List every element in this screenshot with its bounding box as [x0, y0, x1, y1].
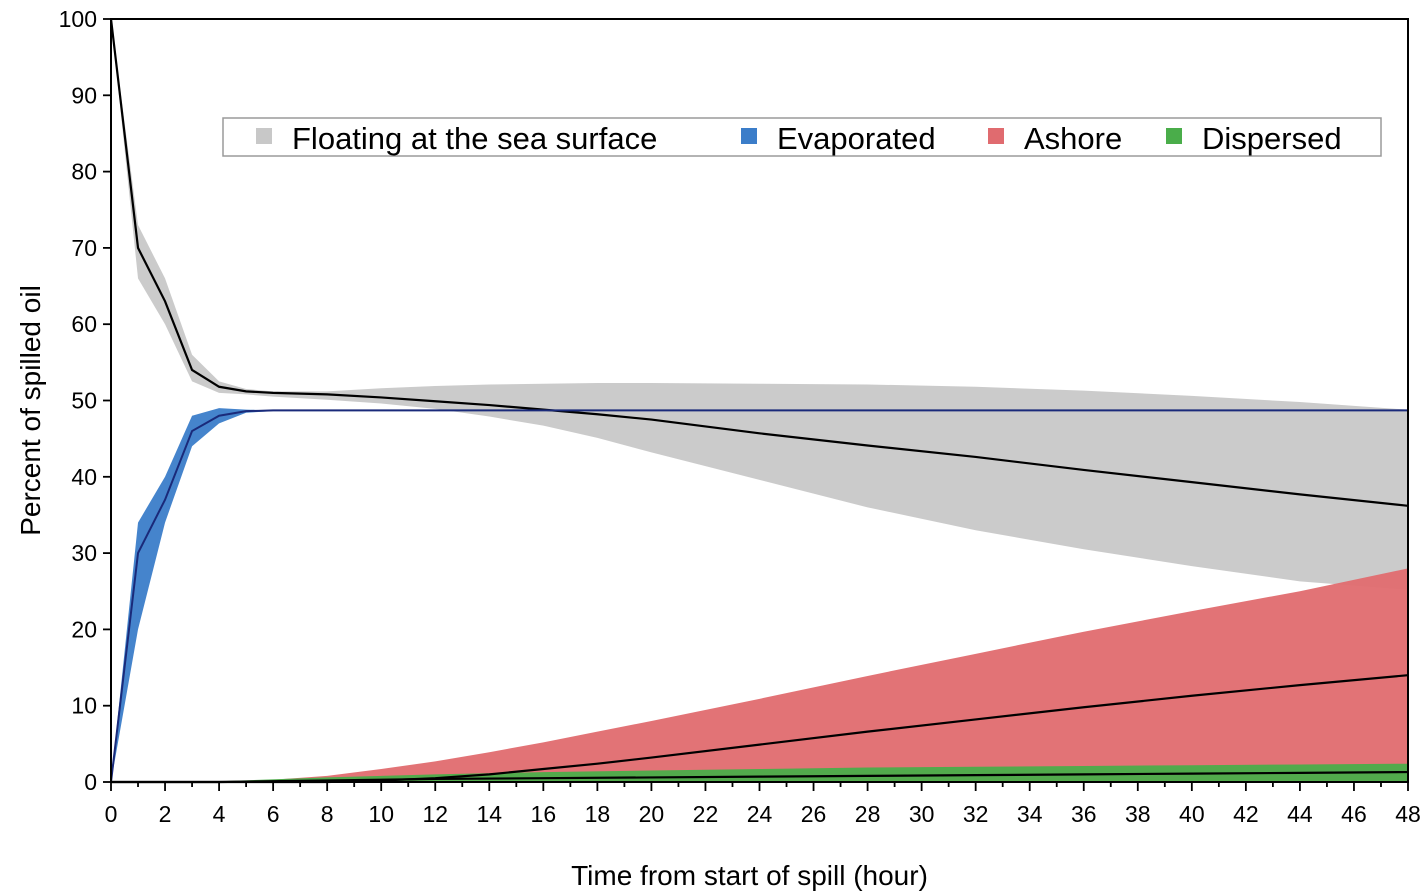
x-tick-label: 36 — [1071, 801, 1097, 827]
x-tick-label: 46 — [1341, 801, 1367, 827]
band-ashore — [111, 568, 1408, 782]
x-tick-label: 28 — [855, 801, 881, 827]
x-tick-label: 20 — [639, 801, 665, 827]
x-tick-label: 30 — [909, 801, 935, 827]
legend-label-floating-at-the-sea-surface: Floating at the sea surface — [292, 121, 657, 156]
y-axis-title: Percent of spilled oil — [15, 285, 46, 536]
legend-label-ashore: Ashore — [1024, 121, 1122, 156]
x-tick-label: 6 — [267, 801, 280, 827]
x-tick-label: 12 — [422, 801, 448, 827]
y-tick-label: 30 — [71, 540, 97, 566]
y-tick-label: 90 — [71, 82, 97, 108]
x-axis-ticks: 0 2 4 6 8 10 12 14 16 18 20 22 24 26 28 30 32 34 36 38 40 42 4… — [105, 782, 1421, 827]
y-tick-label: 80 — [71, 159, 97, 185]
x-tick-label: 26 — [801, 801, 827, 827]
y-tick-label: 0 — [84, 769, 97, 795]
legend: Floating at the sea surface Evaporated Ash… — [222, 117, 1382, 157]
band-floating-at-the-sea-surface — [111, 19, 1408, 590]
x-tick-label: 38 — [1125, 801, 1151, 827]
x-tick-label: 10 — [368, 801, 394, 827]
x-tick-label: 44 — [1287, 801, 1313, 827]
legend-label-evaporated: Evaporated — [777, 121, 936, 156]
x-tick-label: 22 — [693, 801, 719, 827]
x-tick-label: 48 — [1395, 801, 1421, 827]
x-tick-label: 14 — [476, 801, 502, 827]
x-tick-label: 34 — [1017, 801, 1043, 827]
x-tick-label: 32 — [963, 801, 989, 827]
x-tick-label: 0 — [105, 801, 118, 827]
line-evaporated — [110, 409, 1408, 783]
x-tick-label: 16 — [531, 801, 557, 827]
x-tick-label: 42 — [1233, 801, 1259, 827]
x-tick-label: 2 — [159, 801, 172, 827]
x-tick-label: 24 — [747, 801, 773, 827]
x-axis-title: Time from start of spill (hour) — [571, 860, 928, 891]
legend-swatch-dispersed — [1166, 128, 1182, 144]
x-tick-label: 18 — [585, 801, 611, 827]
x-tick-label: 4 — [213, 801, 226, 827]
legend-swatch-floating-at-the-sea-surface — [256, 128, 272, 144]
y-tick-label: 50 — [71, 388, 97, 414]
y-tick-label: 10 — [71, 693, 97, 719]
x-tick-label: 8 — [321, 801, 334, 827]
y-tick-label: 40 — [71, 464, 97, 490]
legend-swatch-evaporated — [741, 128, 757, 144]
line-floating-at-the-sea-surface — [109, 18, 1409, 507]
y-tick-label: 20 — [71, 616, 97, 642]
x-tick-label: 40 — [1179, 801, 1205, 827]
y-tick-label: 60 — [71, 311, 97, 337]
y-tick-label: 70 — [71, 235, 97, 261]
legend-label-dispersed: Dispersed — [1202, 121, 1342, 156]
y-axis-ticks: 0 10 20 30 40 50 60 70 80 90 100 — [59, 6, 111, 795]
y-tick-label: 100 — [59, 6, 97, 32]
line-dispersed — [111, 770, 1409, 784]
legend-swatch-ashore — [988, 128, 1004, 144]
legend-box — [222, 117, 1382, 157]
